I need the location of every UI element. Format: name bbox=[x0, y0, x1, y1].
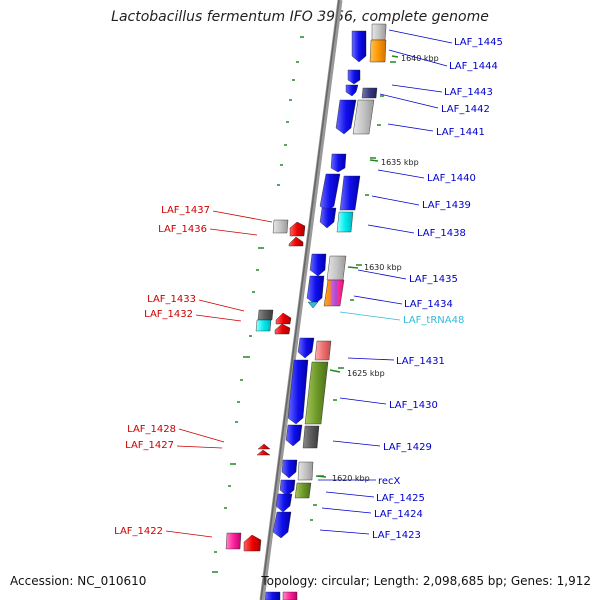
label-laf-1434[interactable]: LAF_1434 bbox=[404, 299, 453, 310]
gene-1440-block bbox=[330, 153, 347, 173]
gene-1442-block bbox=[361, 87, 378, 99]
gene-1430a-block bbox=[287, 359, 309, 425]
kbp-label-1625: 1625 kbp bbox=[347, 369, 385, 378]
label-laf-1425[interactable]: LAF_1425 bbox=[376, 493, 425, 504]
label-laf-1423[interactable]: LAF_1423 bbox=[372, 530, 421, 541]
gene-1438b-block bbox=[336, 211, 354, 233]
gene-1436b-block bbox=[288, 236, 304, 247]
gene-1423-block bbox=[272, 511, 292, 539]
gene-1438a-block bbox=[319, 207, 337, 229]
gene-1435b-block bbox=[326, 255, 347, 281]
gene-1433-block bbox=[257, 309, 274, 321]
label-laf-1436[interactable]: LAF_1436 bbox=[158, 224, 207, 235]
label-recx[interactable]: recX bbox=[378, 476, 401, 487]
gene-1422b-block bbox=[243, 534, 262, 552]
accession-text: Accession: NC_010610 bbox=[10, 574, 147, 588]
genome-summary-text: Topology: circular; Length: 2,098,685 bp… bbox=[261, 574, 591, 588]
gene-1428-block bbox=[257, 443, 271, 450]
label-laf-1437[interactable]: LAF_1437 bbox=[161, 205, 210, 216]
gene-1434a-block bbox=[306, 275, 325, 305]
label-laf-1427[interactable]: LAF_1427 bbox=[125, 440, 174, 451]
gene-1443a-block bbox=[347, 69, 361, 85]
label-laf-1429[interactable]: LAF_1429 bbox=[383, 442, 432, 453]
gene-1437-block bbox=[272, 219, 289, 234]
label-laf-1424[interactable]: LAF_1424 bbox=[374, 509, 423, 520]
kbp-label-1630: 1630 kbp bbox=[364, 263, 402, 272]
label-laf-1442[interactable]: LAF_1442 bbox=[441, 104, 490, 115]
gene-1443b-block bbox=[345, 84, 359, 97]
label-laf-1435[interactable]: LAF_1435 bbox=[409, 274, 458, 285]
gene-1424-block bbox=[275, 493, 293, 513]
label-laf-trna48[interactable]: LAF_tRNA48 bbox=[403, 315, 464, 326]
gene-1430b-block bbox=[304, 361, 329, 425]
genome-axis-core bbox=[260, 0, 340, 600]
kbp-label-1620: 1620 kbp bbox=[332, 474, 370, 483]
label-laf-1430[interactable]: LAF_1430 bbox=[389, 400, 438, 411]
label-laf-1428[interactable]: LAF_1428 bbox=[127, 424, 176, 435]
gene-1433-cyan-block bbox=[255, 319, 272, 332]
gene-1439a-block bbox=[319, 173, 341, 213]
gene-1427-block bbox=[256, 449, 271, 456]
reverse-gene-features bbox=[225, 219, 306, 552]
genome-axis bbox=[259, 0, 343, 600]
label-laf-1433[interactable]: LAF_1433 bbox=[147, 294, 196, 305]
gene-1431b-block bbox=[314, 340, 332, 361]
label-laf-1431[interactable]: LAF_1431 bbox=[396, 356, 445, 367]
label-laf-1422[interactable]: LAF_1422 bbox=[114, 526, 163, 537]
trna-label-group: LAF_tRNA48 bbox=[339, 311, 464, 326]
outer-dash-guide bbox=[212, 36, 396, 573]
gene-1425a-block bbox=[279, 479, 296, 497]
gene-1434b-block bbox=[323, 279, 345, 307]
gene-1425b-block bbox=[294, 482, 312, 499]
label-laf-1432[interactable]: LAF_1432 bbox=[144, 309, 193, 320]
gene-1445b-block bbox=[371, 23, 387, 41]
label-laf-1441[interactable]: LAF_1441 bbox=[436, 127, 485, 138]
gene-1422a-block bbox=[225, 532, 242, 550]
label-laf-1439[interactable]: LAF_1439 bbox=[422, 200, 471, 211]
label-laf-1444[interactable]: LAF_1444 bbox=[449, 61, 498, 72]
map-title: Lactobacillus fermentum IFO 3956, comple… bbox=[111, 9, 489, 25]
reverse-gene-labels: LAF_1437 LAF_1436 LAF_1433 LAF_1432 LAF_… bbox=[114, 205, 273, 538]
gene-recx-a-block bbox=[281, 459, 298, 479]
label-laf-1440[interactable]: LAF_1440 bbox=[427, 173, 476, 184]
gene-1441a-block bbox=[335, 99, 357, 135]
gene-1432b-block bbox=[274, 323, 291, 335]
gene-1429b-block bbox=[302, 425, 320, 449]
forward-gene-features bbox=[264, 23, 387, 600]
gene-bottom-b-block bbox=[282, 591, 298, 600]
label-laf-1443[interactable]: LAF_1443 bbox=[444, 87, 493, 98]
forward-gene-labels: LAF_1445 LAF_1444 LAF_1443 LAF_1442 LAF_… bbox=[318, 29, 503, 541]
kbp-label-1635: 1635 kbp bbox=[381, 158, 419, 167]
label-laf-1445[interactable]: LAF_1445 bbox=[454, 37, 503, 48]
gene-1431a-block bbox=[297, 337, 315, 359]
gene-1435a-block bbox=[309, 253, 327, 277]
gene-1445-block bbox=[351, 30, 367, 63]
gene-recx-b-block bbox=[297, 461, 314, 481]
gene-1432a-block bbox=[275, 312, 292, 325]
gene-1444-block bbox=[369, 39, 387, 63]
gene-1441b-block bbox=[352, 99, 375, 135]
gene-1429a-block bbox=[285, 424, 303, 447]
label-laf-1438[interactable]: LAF_1438 bbox=[417, 228, 466, 239]
gene-bottom-a-block bbox=[264, 591, 281, 600]
trna48-mark bbox=[307, 301, 319, 309]
gene-1436a-block bbox=[289, 221, 306, 237]
gene-1439b-block bbox=[339, 175, 361, 211]
